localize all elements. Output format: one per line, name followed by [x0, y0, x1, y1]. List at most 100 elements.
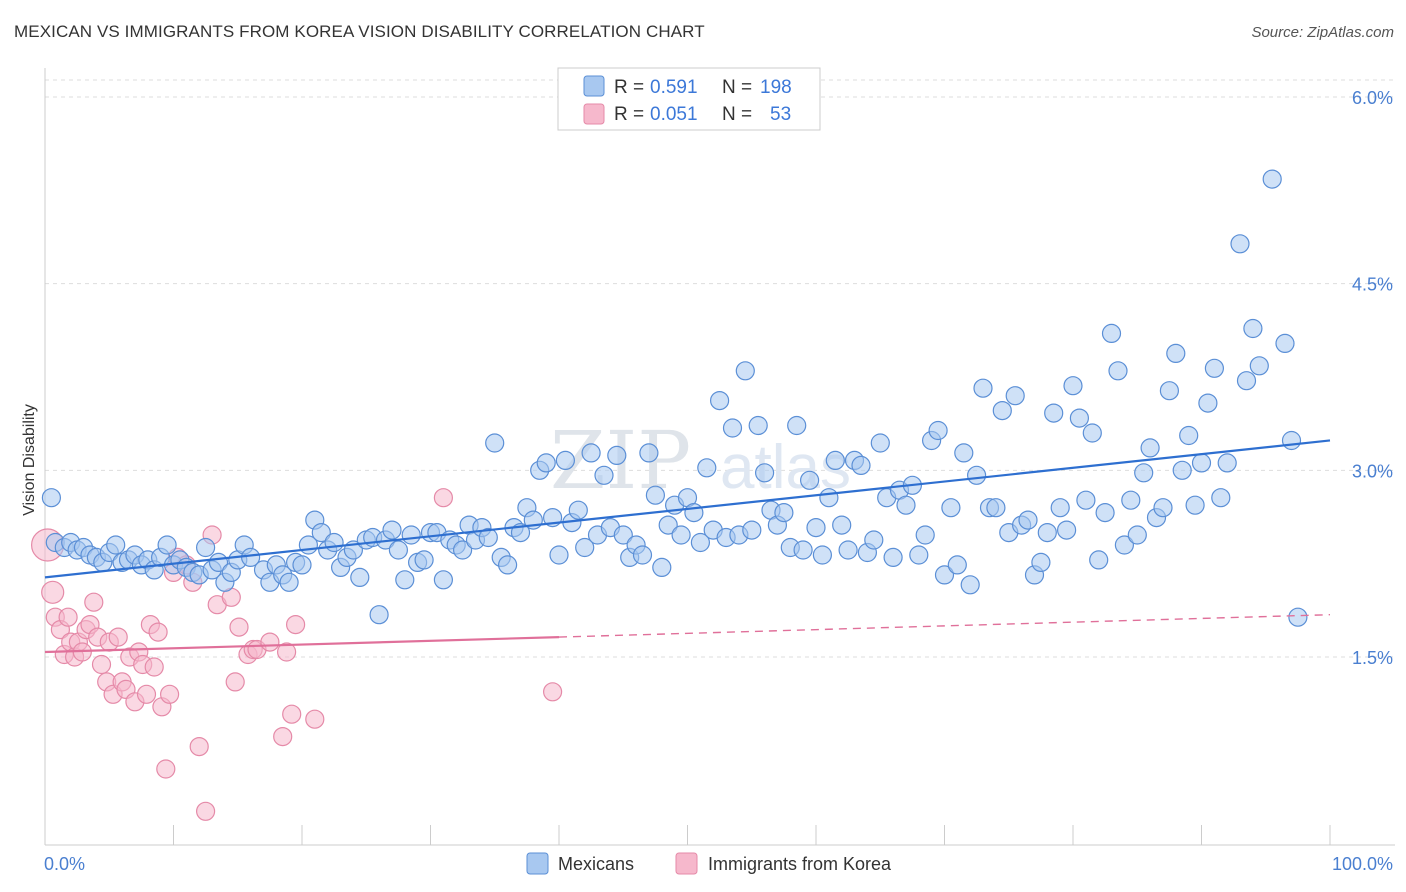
mexicans-point-174: [1166, 343, 1186, 363]
mexicans-point-182: [1217, 453, 1237, 473]
legend-r-value-1: 0.591: [650, 77, 698, 98]
mexicans-point-160: [1076, 490, 1096, 510]
korea-point-1: [41, 580, 65, 604]
legend-n-value-1: 198: [760, 77, 792, 98]
mexicans-point-146: [986, 498, 1006, 518]
bottom-legend: Mexicans Immigrants from Korea: [526, 852, 892, 875]
y-tick-label-3: 6.0%: [1352, 88, 1393, 108]
mexicans-point-155: [1044, 403, 1064, 423]
x-tick-label-1: 100.0%: [1332, 854, 1393, 874]
mexicans-point-181: [1211, 488, 1231, 508]
mexicans-point-55: [401, 525, 421, 545]
mexicans-point-54: [395, 570, 415, 590]
mexicans-point-134: [909, 545, 929, 565]
mexicans-point-57: [414, 550, 434, 570]
mexicans-point-60: [433, 570, 453, 590]
mexicans-point-78: [549, 545, 569, 565]
mexicans-point-52: [382, 520, 402, 540]
mexicans-point-128: [870, 433, 890, 453]
korea-point-27: [144, 657, 164, 677]
mexicans-point-93: [645, 485, 666, 505]
mexicans-point-95: [658, 515, 678, 535]
mexicans-point-91: [632, 545, 653, 565]
korea-point-48: [277, 642, 297, 662]
mexicans-point-162: [1089, 550, 1109, 570]
mexicans-point-159: [1069, 408, 1090, 428]
legend-r-label-2: R =: [614, 104, 644, 125]
mexicans-point-47: [350, 567, 370, 588]
bottom-legend-mexicans: Mexicans: [558, 854, 634, 874]
mexicans-point-116: [793, 540, 813, 560]
mexicans-point-92: [639, 443, 659, 463]
mexicans-point-167: [1121, 490, 1141, 510]
mexicans-point-147: [992, 401, 1012, 421]
trend-lines: [44, 439, 1331, 654]
mexicans-point-153: [1031, 552, 1051, 573]
mexicans-point-127: [864, 530, 884, 550]
mexicans-point-164: [1101, 323, 1122, 343]
korea-point-18: [108, 627, 128, 647]
korea-point-50: [286, 614, 306, 635]
mexicans-point-163: [1095, 502, 1115, 523]
mexicans-point-190: [1288, 607, 1308, 627]
mexicans-point-165: [1108, 361, 1128, 381]
mexicans-point-94: [652, 557, 672, 578]
mexicans-point-70: [498, 555, 518, 575]
mexicans-point-83: [581, 443, 601, 463]
legend-swatch-korea: [583, 103, 605, 125]
x-tick-label-0: 0.0%: [44, 854, 85, 874]
mexicans-point-43: [324, 532, 344, 553]
mexicans-point-185: [1243, 318, 1263, 339]
mexicans-point-156: [1050, 498, 1070, 518]
axes: [44, 68, 1395, 846]
mexicans-point-176: [1179, 425, 1199, 446]
mexicans-point-170: [1140, 438, 1160, 458]
mexicans-point-141: [954, 443, 974, 463]
mexicans-point-120: [819, 488, 839, 508]
mexicans-point-183: [1230, 234, 1250, 254]
mexicans-point-158: [1063, 376, 1083, 396]
korea-point-30: [156, 759, 176, 779]
legend-swatch-mexicans: [583, 75, 605, 97]
mexicans-point-157: [1056, 520, 1077, 540]
legend-n-value-2: 53: [770, 104, 791, 125]
mexicans-point-123: [838, 540, 858, 560]
mexicans-point-169: [1134, 463, 1154, 483]
mexicans-point-144: [973, 378, 993, 398]
mexicans-point-68: [485, 433, 505, 453]
mexicans-point-67: [478, 527, 498, 548]
mexicans-point-188: [1275, 333, 1295, 353]
mexicans-point-125: [851, 455, 871, 475]
y-axis-title: Vision Disability: [21, 404, 38, 516]
mexicans-point-121: [825, 450, 845, 470]
mexicans-point-180: [1204, 358, 1225, 378]
mexicans-point-18: [157, 535, 177, 555]
mexicans-point-161: [1082, 423, 1102, 443]
mexicans-point-108: [742, 520, 762, 540]
korea-point-36: [189, 736, 209, 757]
korea-point-49: [282, 704, 302, 724]
mexicans-point-175: [1172, 460, 1192, 480]
mexicans-point-53: [388, 540, 408, 560]
legend-r-label-1: R =: [614, 77, 644, 98]
mexicans-point-172: [1153, 498, 1173, 518]
grid-lines: [45, 79, 1395, 658]
mexicans-point-82: [575, 537, 595, 558]
mexicans-point-24: [196, 537, 216, 558]
korea-point-46: [260, 632, 280, 652]
legend-r-value-2: 0.051: [650, 104, 698, 125]
x-tick-labels: 0.0% 100.0%: [44, 854, 1393, 874]
mexicans-point-166: [1114, 535, 1135, 555]
mexicans-point-103: [709, 391, 730, 411]
trend-line-korea-solid: [44, 635, 560, 654]
mexicans-point-168: [1127, 525, 1147, 545]
mexicans-point-130: [883, 547, 903, 568]
mexicans-point-50: [369, 605, 389, 625]
y-tick-labels: 1.5% 3.0% 4.5% 6.0%: [1352, 88, 1393, 668]
mexicans-point-119: [812, 545, 833, 565]
mexicans-point-88: [613, 525, 633, 545]
korea-point-14: [91, 654, 112, 675]
mexicans-point-101: [697, 458, 717, 478]
mexicans-point-137: [928, 420, 948, 441]
